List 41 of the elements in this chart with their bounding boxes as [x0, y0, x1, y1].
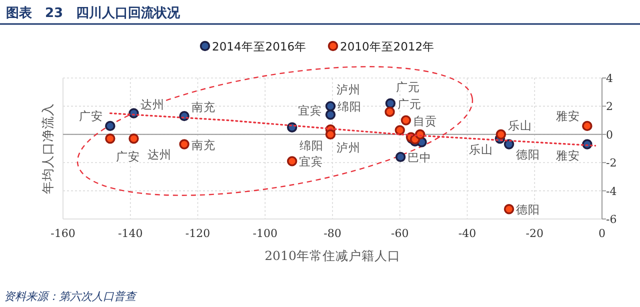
legend-label: 2014年至2016年 [212, 40, 307, 54]
x-tick-label: -100 [252, 227, 278, 240]
annotation: 广安 [116, 150, 140, 164]
annotation: 乐山 [508, 118, 532, 132]
annotation: 乐山 [468, 142, 493, 157]
y-tick-label: -6 [606, 213, 617, 226]
x-tick-label: -60 [391, 227, 409, 240]
x-tick-label: -40 [458, 227, 476, 240]
annotation: 雅安 [556, 108, 580, 123]
annotation: 自贡 [412, 114, 437, 128]
x-tick-label: -120 [185, 227, 210, 240]
x-axis-title: 2010年常住减户籍人口 [264, 248, 400, 263]
annotation: 泸州 [336, 82, 360, 97]
annotation: 达州 [148, 148, 172, 162]
x-tick-label: -140 [118, 227, 143, 240]
y-tick-label: 0 [606, 128, 613, 142]
annotation: 广元 [397, 96, 422, 111]
annotation: 宜宾 [298, 103, 322, 118]
annotation: 宜宾 [299, 154, 324, 169]
annotation: 绵阳 [337, 100, 362, 114]
y-tick-label: -2 [606, 156, 617, 170]
annotation: 南充 [191, 100, 216, 114]
annotation: 广安 [79, 108, 104, 123]
annotation: 绵阳 [299, 138, 324, 152]
annotation: 德阳 [516, 202, 540, 217]
x-tick-label: -80 [324, 227, 342, 240]
text: 资料来源：第六次人口普查 [4, 290, 138, 303]
y-tick-label: 2 [606, 100, 613, 114]
legend-label: 2010年至2012年 [340, 40, 435, 54]
annotation: 广元 [396, 80, 420, 94]
x-tick-label: -160 [50, 227, 76, 240]
y-tick-label: 4 [606, 72, 613, 85]
annotation: 泸州 [336, 140, 360, 154]
y-tick-label: -4 [606, 184, 617, 198]
annotation: 巴中 [408, 150, 432, 164]
x-tick-label: -20 [526, 227, 544, 240]
chart-title: 图表 23 四川人口回流状况 [6, 5, 182, 21]
annotation: 南充 [191, 138, 216, 152]
y-axis-title: 年均人口净流入 [40, 103, 55, 194]
annotation: 雅安 [556, 148, 580, 162]
annotation: 德阳 [516, 147, 540, 162]
